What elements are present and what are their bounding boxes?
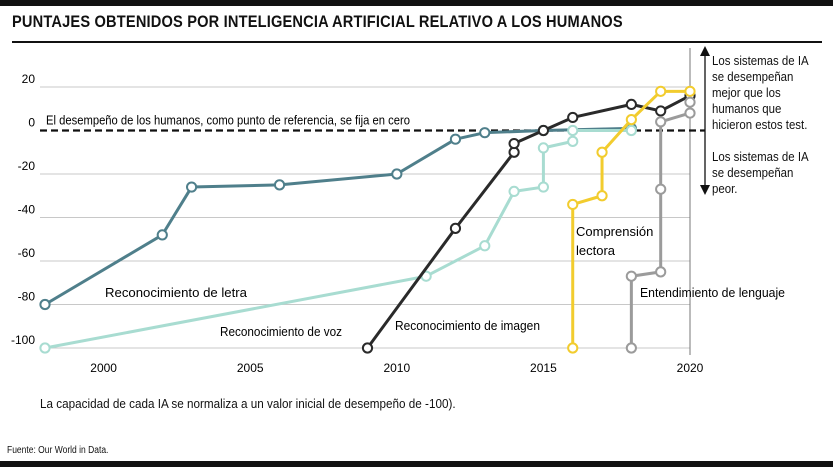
series-lines [39,85,696,354]
series-line [366,94,691,349]
arrow-down-icon [700,185,710,195]
series-label-imagen: Reconocimiento de imagen [395,318,540,333]
data-point [479,127,491,139]
data-point [625,114,637,126]
data-point [567,111,579,124]
data-point [655,183,667,195]
series-label-comprension-2: lectora [576,243,616,258]
data-point [596,190,608,202]
series-label-lenguaje: Entendimiento de lenguaje [640,285,785,300]
x-tick-label: 2005 [237,361,264,375]
arrow-up-icon [700,46,710,56]
series-line [44,129,632,350]
data-point [508,185,520,197]
data-point [185,181,198,193]
data-point [449,222,462,234]
data-point [567,135,579,147]
data-point [479,240,491,252]
data-point [655,85,667,97]
data-point [537,181,550,193]
data-point [537,142,550,154]
data-point [596,146,608,158]
data-point [39,298,51,311]
series-entendimiento-de-lenguaje [625,96,696,354]
data-point [537,124,550,137]
series-label-letra: Reconocimiento de letra [105,285,248,300]
y-tick-label: 20 [22,72,36,86]
y-tick-label: -40 [18,203,36,217]
x-tick-label: 2010 [383,361,410,375]
data-point [625,98,637,111]
data-point [684,96,696,108]
y-tick-label: -20 [18,159,36,173]
data-point [625,270,637,282]
side-note-above: Los sistemas de IA se desempeñan mejor q… [712,53,809,132]
series-comprension-lectora [567,85,696,354]
data-point [625,342,637,354]
data-point [391,168,403,180]
data-point [361,342,374,354]
data-point [567,342,579,354]
data-point [567,124,579,137]
data-point [449,133,462,145]
source-note: Fuente: Our World in Data. [7,445,109,456]
data-point [156,229,168,241]
bottom-border [0,461,833,467]
series-label-comprension: Comprensión [576,224,653,239]
data-point [567,198,579,211]
data-point [273,179,286,191]
side-note-below: Los sistemas de IA se desempeñan peor. [712,149,809,196]
data-point [655,116,667,128]
series-reconocimiento-de-voz [39,124,637,354]
footnote: La capacidad de cada IA se normaliza a u… [40,396,456,411]
title-rule [12,41,822,43]
data-point [684,107,696,119]
data-point [655,266,667,278]
y-tick-label: 0 [28,116,35,130]
y-tick-label: -60 [18,246,36,260]
series-reconocimiento-de-imagen [361,90,696,354]
side-arrows [700,46,710,195]
data-point [684,85,696,97]
series-label-voz: Reconocimiento de voz [220,324,342,339]
data-point [508,137,520,150]
data-point [39,342,51,354]
series-reconocimiento-de-letra [39,122,637,311]
axis-ticks: 20 0 -20 -40 -60 -80 -100 2000 2005 2010 2015 2020 [11,72,704,375]
y-tick-label: -100 [11,333,35,347]
x-tick-label: 2000 [90,361,117,375]
reference-line-label: El desempeño de los humanos, como punto … [46,113,410,128]
data-point [625,124,637,137]
y-tick-label: -80 [18,290,36,304]
chart-title: PUNTAJES OBTENIDOS POR INTELIGENCIA ARTI… [12,12,623,31]
top-border [0,0,833,6]
series-labels: Reconocimiento de letra Reconocimiento d… [105,224,785,339]
x-tick-label: 2015 [530,361,557,375]
data-point [655,105,667,117]
grid-lines [40,48,691,355]
x-tick-label: 2020 [677,361,704,375]
